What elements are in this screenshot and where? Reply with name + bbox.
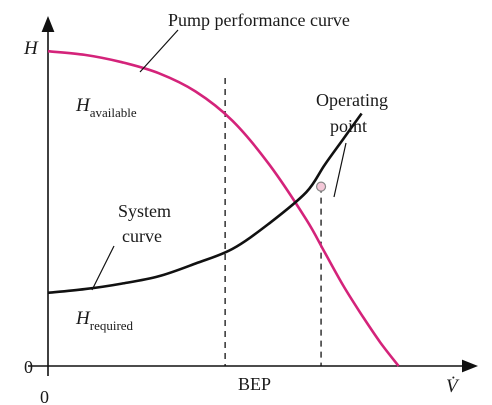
operating-label-line2: point <box>330 116 367 136</box>
h-available-label: Havailable <box>75 95 137 120</box>
system-curve-label-line1: System <box>118 201 171 221</box>
pump-curve-label: Pump performance curve <box>168 10 350 30</box>
x-zero-tick-label: 0 <box>40 387 49 405</box>
bep-label: BEP <box>238 374 271 394</box>
h-required-sub: required <box>90 318 134 333</box>
pump-performance-curve <box>47 49 400 367</box>
system-curve <box>47 112 363 295</box>
x-axis-label: V̇ <box>446 375 460 397</box>
y-axis-label: H <box>23 38 39 59</box>
h-available-main: H <box>75 95 91 116</box>
system-curve-leader <box>91 245 115 291</box>
pump-curve-leader <box>139 29 179 73</box>
h-required-label: Hrequired <box>75 308 134 333</box>
y-zero-tick-label: 0 <box>24 357 33 377</box>
h-available-sub: available <box>90 105 137 120</box>
h-required-main: H <box>75 308 91 329</box>
operating-point-marker <box>315 181 327 192</box>
operating-label-line1: Operating <box>316 90 388 110</box>
operating-point-leader <box>333 142 347 198</box>
system-curve-label-line2: curve <box>122 226 162 246</box>
